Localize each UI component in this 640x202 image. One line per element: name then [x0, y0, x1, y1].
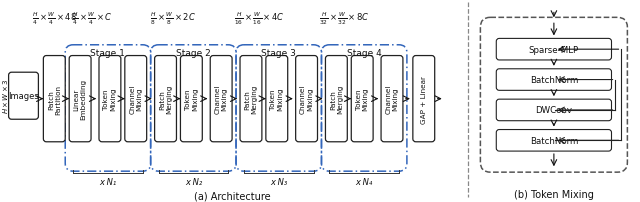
Text: DWConv: DWConv — [536, 106, 572, 115]
FancyBboxPatch shape — [496, 130, 611, 151]
Text: Patch
Merging: Patch Merging — [159, 85, 172, 114]
FancyBboxPatch shape — [8, 73, 38, 120]
Text: Channel
Mixing: Channel Mixing — [214, 85, 228, 114]
FancyBboxPatch shape — [381, 56, 403, 142]
Text: $\frac{H}{32} \times \frac{W}{32} \times 8C$: $\frac{H}{32} \times \frac{W}{32} \times… — [319, 10, 370, 26]
Text: Stage 1: Stage 1 — [90, 49, 125, 58]
FancyBboxPatch shape — [326, 56, 348, 142]
Text: Stage 3: Stage 3 — [261, 49, 296, 58]
FancyBboxPatch shape — [99, 56, 121, 142]
Text: Token
Mixing: Token Mixing — [356, 87, 369, 111]
Text: Stage 4: Stage 4 — [347, 49, 381, 58]
Text: Token
Mixing: Token Mixing — [185, 87, 198, 111]
Text: (b) Token Mixing: (b) Token Mixing — [514, 189, 594, 199]
Text: (a) Architecture: (a) Architecture — [194, 191, 270, 201]
Text: BatchNorm: BatchNorm — [530, 76, 578, 85]
Text: x N₁: x N₁ — [99, 178, 116, 186]
FancyBboxPatch shape — [240, 56, 262, 142]
Text: Linear
Embedding: Linear Embedding — [74, 79, 86, 120]
Text: $\frac{H}{16} \times \frac{W}{16} \times 4C$: $\frac{H}{16} \times \frac{W}{16} \times… — [234, 10, 284, 26]
FancyBboxPatch shape — [496, 100, 611, 121]
FancyBboxPatch shape — [496, 69, 611, 91]
Text: x N₂: x N₂ — [185, 178, 202, 186]
Text: Patch
Merging: Patch Merging — [330, 85, 343, 114]
FancyBboxPatch shape — [44, 56, 65, 142]
Text: x N₃: x N₃ — [270, 178, 287, 186]
FancyBboxPatch shape — [496, 39, 611, 61]
FancyBboxPatch shape — [296, 56, 317, 142]
Text: x N₄: x N₄ — [356, 178, 373, 186]
Text: Patch
Merging: Patch Merging — [244, 85, 257, 114]
Text: $\frac{H}{4} \times \frac{W}{4} \times 48$: $\frac{H}{4} \times \frac{W}{4} \times 4… — [32, 10, 77, 26]
FancyBboxPatch shape — [266, 56, 288, 142]
Text: Token
Mixing: Token Mixing — [270, 87, 284, 111]
FancyBboxPatch shape — [69, 56, 91, 142]
Text: $\frac{H}{8} \times \frac{W}{8} \times 2C$: $\frac{H}{8} \times \frac{W}{8} \times 2… — [150, 10, 196, 26]
Text: Token
Mixing: Token Mixing — [104, 87, 116, 111]
Text: Channel
Mixing: Channel Mixing — [129, 85, 142, 114]
Text: Sparse-MLP: Sparse-MLP — [529, 45, 579, 54]
FancyBboxPatch shape — [351, 56, 373, 142]
Text: $\frac{H}{4} \times \frac{W}{4} \times C$: $\frac{H}{4} \times \frac{W}{4} \times C… — [72, 10, 113, 26]
Text: BatchNorm: BatchNorm — [530, 136, 578, 145]
Text: Images: Images — [8, 92, 39, 101]
FancyBboxPatch shape — [155, 56, 177, 142]
FancyBboxPatch shape — [125, 56, 147, 142]
FancyBboxPatch shape — [180, 56, 202, 142]
Text: $H \times W \times 3$: $H \times W \times 3$ — [1, 79, 10, 114]
FancyBboxPatch shape — [413, 56, 435, 142]
Text: Channel
Mixing: Channel Mixing — [385, 85, 399, 114]
Text: Stage 2: Stage 2 — [176, 49, 211, 58]
FancyBboxPatch shape — [210, 56, 232, 142]
Text: Patch
Partition: Patch Partition — [48, 84, 61, 114]
Text: Channel
Mixing: Channel Mixing — [300, 85, 313, 114]
Text: GAP + Linear: GAP + Linear — [420, 75, 427, 123]
